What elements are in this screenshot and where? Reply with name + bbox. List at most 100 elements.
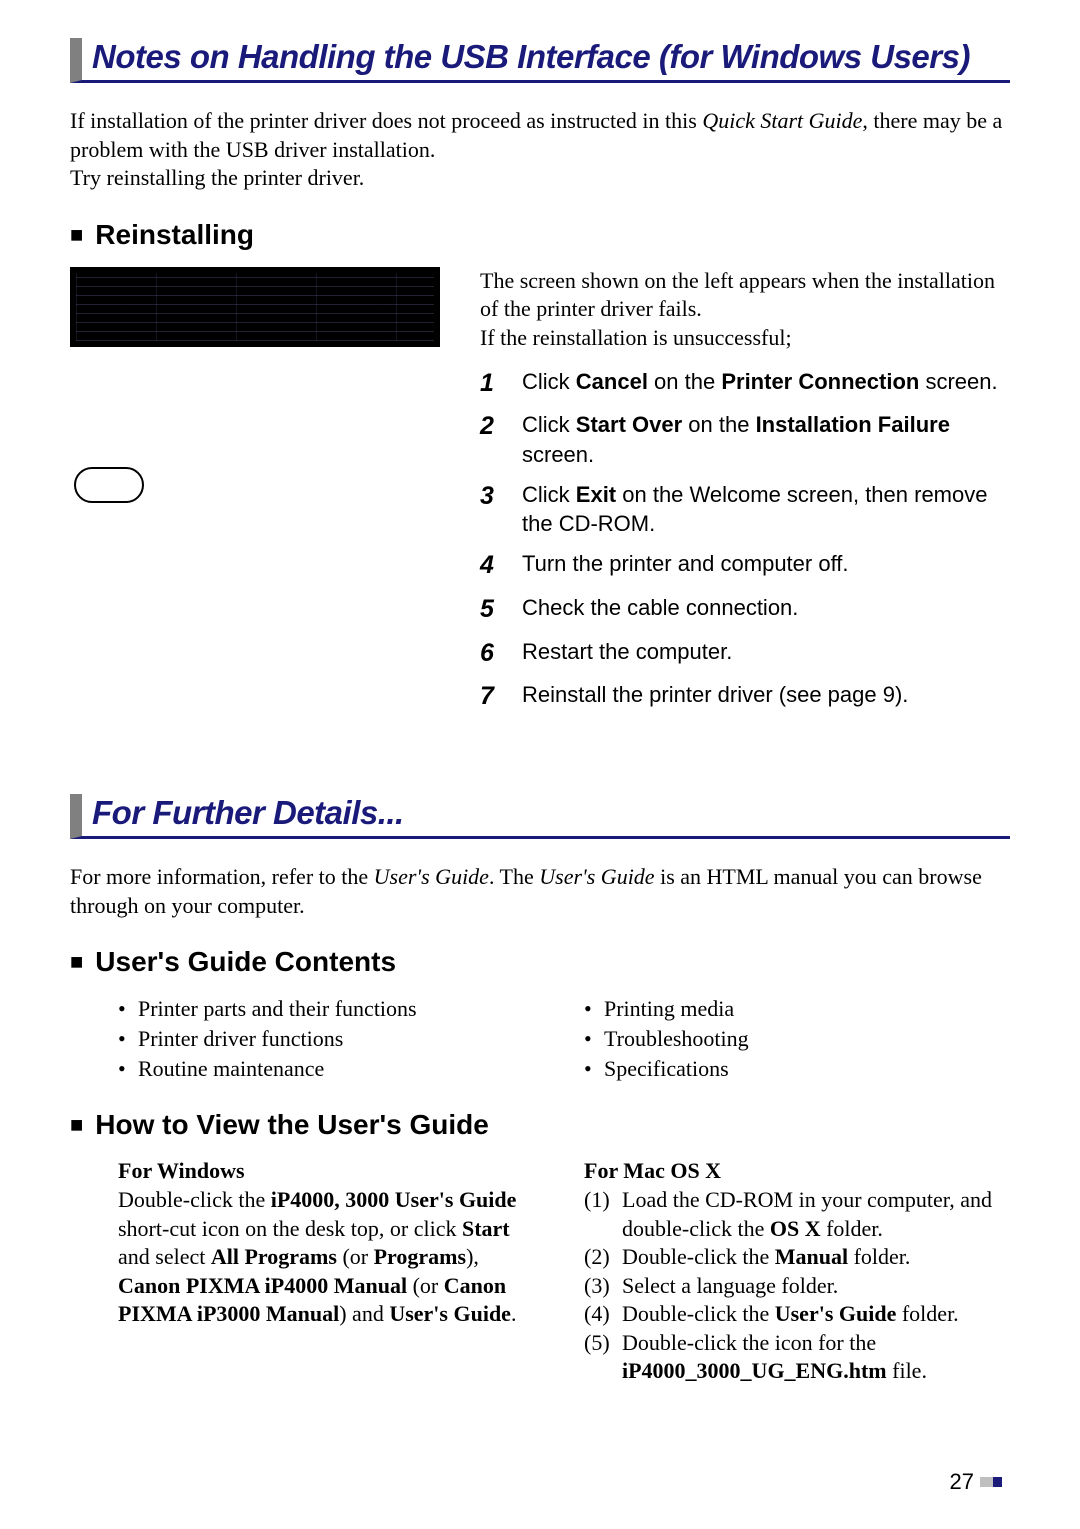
t: iP4000_3000_UG_ENG.htm (622, 1358, 887, 1383)
step-body: Restart the computer. (522, 637, 732, 671)
t: Double-click the Manual folder. (622, 1243, 910, 1272)
screenshot-column (70, 267, 440, 724)
intro-italic: Quick Start Guide (702, 108, 862, 133)
subheading-contents-text: User's Guide Contents (95, 946, 396, 978)
subheading-howto: How to View the User's Guide (70, 1109, 1010, 1141)
t: User's Guide (374, 864, 489, 889)
step-num: 4 (480, 549, 502, 583)
page-number: 27 (950, 1469, 1002, 1495)
step-num: 2 (480, 410, 502, 469)
t: Programs (374, 1244, 466, 1269)
pill-shape (74, 467, 144, 503)
step-5: 5 Check the cable connection. (480, 593, 1010, 627)
intro2-paragraph: For more information, refer to the User'… (70, 863, 1010, 920)
step-body: Click Cancel on the Printer Connection s… (522, 367, 998, 401)
t: Double-click the icon for the iP4000_300… (622, 1329, 1010, 1386)
mac-step: (2)Double-click the Manual folder. (584, 1243, 1010, 1272)
t: file. (887, 1358, 927, 1383)
howto-mac: For Mac OS X (1)Load the CD-ROM in your … (584, 1157, 1010, 1386)
bullet-col-left: Printer parts and their functions Printe… (118, 994, 544, 1083)
subheading-contents: User's Guide Contents (70, 946, 1010, 978)
t: (4) (584, 1300, 622, 1329)
t: . (511, 1301, 517, 1326)
failure-screenshot (70, 267, 440, 347)
step-body: Reinstall the printer driver (see page 9… (522, 680, 908, 714)
t: short-cut icon on the desk top, or click (118, 1216, 462, 1241)
reinstall-intro-1: The screen shown on the left appears whe… (480, 268, 995, 322)
bullet-item: Printer parts and their functions (118, 994, 544, 1024)
mac-step: (5)Double-click the icon for the iP4000_… (584, 1329, 1010, 1386)
t: OS X (770, 1216, 821, 1241)
t: User's Guide (775, 1301, 897, 1326)
howto-windows: For Windows Double-click the iP4000, 300… (118, 1157, 544, 1386)
t: Cancel (576, 369, 648, 394)
bullet-item: Specifications (584, 1054, 1010, 1084)
step-body: Click Exit on the Welcome screen, then r… (522, 480, 1010, 539)
step-6: 6 Restart the computer. (480, 637, 1010, 671)
step-1: 1 Click Cancel on the Printer Connection… (480, 367, 1010, 401)
t: Canon PIXMA iP4000 Manual (118, 1273, 407, 1298)
t: ) and (339, 1301, 389, 1326)
step-2: 2 Click Start Over on the Installation F… (480, 410, 1010, 469)
t: Click (522, 412, 576, 437)
t: Double-click the (622, 1244, 775, 1269)
t: screen. (919, 369, 997, 394)
step-3: 3 Click Exit on the Welcome screen, then… (480, 480, 1010, 539)
t: Start (462, 1216, 510, 1241)
subheading-reinstalling: Reinstalling (70, 219, 1010, 251)
t: folder. (896, 1301, 958, 1326)
t: Double-click the (118, 1187, 271, 1212)
step-num: 3 (480, 480, 502, 539)
mac-step: (1)Load the CD-ROM in your computer, and… (584, 1186, 1010, 1243)
mac-step: (4)Double-click the User's Guide folder. (584, 1300, 1010, 1329)
t: . The (489, 864, 539, 889)
reinstall-intro-2: If the reinstallation is unsuccessful; (480, 325, 792, 350)
t: (2) (584, 1243, 622, 1272)
t: Double-click the User's Guide folder. (622, 1300, 959, 1329)
subheading-howto-text: How to View the User's Guide (95, 1109, 489, 1141)
t: folder. (821, 1216, 883, 1241)
bullet-item: Troubleshooting (584, 1024, 1010, 1054)
t: User's Guide (539, 864, 654, 889)
t: Load the CD-ROM in your computer, and do… (622, 1186, 1010, 1243)
t: (1) (584, 1186, 622, 1243)
step-num: 5 (480, 593, 502, 627)
howto-mac-heading: For Mac OS X (584, 1157, 1010, 1186)
page-number-text: 27 (950, 1469, 974, 1495)
step-body: Click Start Over on the Installation Fai… (522, 410, 1010, 469)
t: For more information, refer to the (70, 864, 374, 889)
howto-win-body: Double-click the iP4000, 3000 User's Gui… (118, 1186, 544, 1329)
t: folder. (848, 1244, 910, 1269)
heading-usb-notes: Notes on Handling the USB Interface (for… (70, 38, 1010, 83)
step-num: 6 (480, 637, 502, 671)
howto-win-heading: For Windows (118, 1157, 544, 1186)
intro-text-1: If installation of the printer driver do… (70, 108, 702, 133)
subheading-reinstalling-text: Reinstalling (95, 219, 254, 251)
t: User's Guide (389, 1301, 511, 1326)
reinstall-intro: The screen shown on the left appears whe… (480, 267, 1010, 353)
t: ), (466, 1244, 479, 1269)
t: (or (407, 1273, 444, 1298)
t: (or (337, 1244, 374, 1269)
t: (5) (584, 1329, 622, 1386)
intro-text-3: Try reinstalling the printer driver. (70, 165, 364, 190)
step-4: 4 Turn the printer and computer off. (480, 549, 1010, 583)
step-num: 1 (480, 367, 502, 401)
step-num: 7 (480, 680, 502, 714)
t: Select a language folder. (622, 1272, 838, 1301)
mac-step: (3)Select a language folder. (584, 1272, 1010, 1301)
heading-further-details: For Further Details... (70, 794, 1010, 839)
bullet-item: Printing media (584, 994, 1010, 1024)
t: and select (118, 1244, 211, 1269)
t: Installation Failure (756, 412, 950, 437)
t: All Programs (211, 1244, 337, 1269)
t: Exit (576, 482, 616, 507)
bullet-item: Routine maintenance (118, 1054, 544, 1084)
t: Printer Connection (721, 369, 919, 394)
t: Double-click the icon for the (622, 1330, 876, 1355)
step-body: Turn the printer and computer off. (522, 549, 849, 583)
t: Manual (775, 1244, 848, 1269)
t: Select a language folder. (622, 1273, 838, 1298)
t: on the (648, 369, 721, 394)
t: Click (522, 369, 576, 394)
